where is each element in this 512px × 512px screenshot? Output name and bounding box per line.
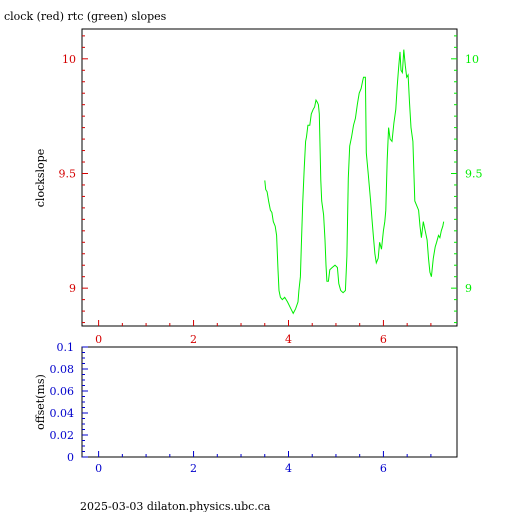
- offset-x-tick-labels: 0 2 4 6: [95, 462, 387, 475]
- offset-x-tick-label: 0: [95, 462, 102, 475]
- slope-x-tick-labels: 0 2 4 6: [95, 333, 387, 346]
- offset-y-tick-label: 0.04: [50, 407, 75, 420]
- slope-x-axis: [98, 320, 432, 326]
- slope-x-tick-label: 0: [95, 333, 102, 346]
- offset-y-axis: [82, 346, 88, 458]
- offset-y-tick-label: 0.1: [57, 341, 75, 354]
- slope-y-tick-label-right: 10: [465, 53, 479, 66]
- offset-plot-frame: [81, 346, 458, 458]
- slope-y-tick-labels-left: 9 9.5 10: [59, 53, 77, 295]
- slope-y-tick-labels-right: 9 9.5 10: [465, 53, 483, 295]
- offset-x-tick-label: 2: [190, 462, 197, 475]
- slope-x-tick-label: 4: [285, 333, 292, 346]
- offset-x-axis: [98, 451, 432, 457]
- slope-y-axis: [82, 35, 457, 324]
- slope-y-tick-label-right: 9: [465, 282, 472, 295]
- slope-x-tick-label: 2: [190, 333, 197, 346]
- slope-y-tick-label-left: 9.5: [59, 167, 77, 180]
- offset-y-tick-label: 0.06: [50, 385, 75, 398]
- offset-panel: 0 2 4 6 0 0.02 0.04 0.06 0.08 0.1 offset(ms): [34, 341, 458, 475]
- slope-plot-frame: [81, 28, 458, 327]
- offset-y-tick-label: 0: [67, 451, 74, 464]
- chart-title: clock (red) rtc (green) slopes: [4, 10, 167, 23]
- offset-x-tick-label: 6: [380, 462, 387, 475]
- offset-y-axis-label: offset(ms): [34, 374, 47, 430]
- slope-series: [264, 49, 445, 315]
- offset-y-tick-labels: 0 0.02 0.04 0.06 0.08 0.1: [50, 341, 75, 464]
- slope-y-tick-label-right: 9.5: [465, 167, 483, 180]
- footer-text: 2025-03-03 dilaton.physics.ubc.ca: [80, 500, 271, 512]
- offset-y-tick-label: 0.02: [50, 429, 75, 442]
- offset-x-tick-label: 4: [285, 462, 292, 475]
- rtc-slope-line: [264, 49, 445, 315]
- offset-y-tick-label: 0.08: [50, 363, 75, 376]
- slope-panel: 0 2 4 6 9 9.5 10 9 9.5 10 clockslope: [34, 28, 483, 346]
- slope-y-tick-label-left: 9: [69, 282, 76, 295]
- slope-x-tick-label: 6: [380, 333, 387, 346]
- slope-y-tick-label-left: 10: [62, 53, 76, 66]
- slope-y-axis-label: clockslope: [34, 149, 47, 207]
